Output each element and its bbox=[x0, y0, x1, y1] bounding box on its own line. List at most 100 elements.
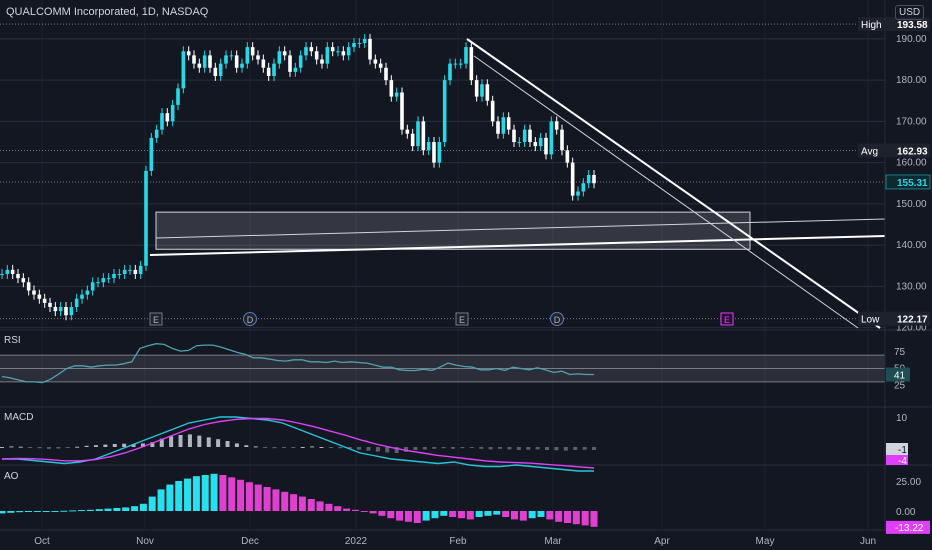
price-tick-label: 190.00 bbox=[896, 34, 927, 45]
ao-bar bbox=[343, 508, 351, 511]
currency-badge[interactable]: USD bbox=[895, 5, 925, 20]
candle bbox=[341, 51, 346, 56]
ao-bar bbox=[466, 511, 474, 520]
macd-histogram-bar bbox=[592, 447, 596, 450]
macd-histogram-bar bbox=[516, 447, 521, 450]
macd-histogram-bar bbox=[413, 447, 418, 450]
macd-histogram-bar bbox=[0, 447, 4, 448]
candle bbox=[21, 278, 26, 283]
ao-bar bbox=[502, 511, 510, 517]
ao-bar bbox=[166, 484, 174, 511]
ao-label[interactable]: AO bbox=[4, 471, 19, 482]
ao-bar bbox=[334, 506, 342, 511]
candle bbox=[64, 307, 68, 316]
ao-tick-label: 25.00 bbox=[896, 477, 921, 488]
time-tick-label: Oct bbox=[34, 536, 50, 547]
macd-histogram-bar bbox=[131, 444, 136, 447]
candle bbox=[90, 282, 95, 291]
macd-histogram-bar bbox=[404, 447, 409, 452]
ao-bar bbox=[325, 503, 333, 511]
candle bbox=[96, 282, 100, 284]
candle bbox=[538, 137, 543, 147]
trendlines[interactable] bbox=[149, 38, 886, 329]
ao-bar bbox=[493, 511, 501, 515]
macd-histogram-bar bbox=[150, 442, 155, 447]
ao-bar bbox=[95, 509, 103, 511]
candle bbox=[400, 92, 404, 130]
ao-bar bbox=[281, 491, 289, 511]
event-marker-label: D bbox=[554, 315, 561, 325]
candle bbox=[256, 55, 260, 60]
candle bbox=[48, 302, 52, 307]
signal-line bbox=[1, 417, 595, 469]
candle bbox=[192, 55, 196, 64]
ao-bar bbox=[440, 511, 448, 516]
ao-bar bbox=[290, 494, 298, 511]
ao-bar bbox=[298, 496, 306, 511]
time-tick-label: Mar bbox=[544, 536, 562, 547]
ao-bar bbox=[51, 511, 59, 512]
candle bbox=[16, 274, 20, 279]
price-tag-label: High bbox=[861, 20, 882, 31]
candle bbox=[330, 47, 335, 52]
candle bbox=[202, 55, 207, 68]
candle bbox=[250, 47, 255, 56]
macd-histogram-bar bbox=[206, 437, 211, 447]
candle bbox=[213, 67, 218, 76]
candle bbox=[432, 142, 436, 163]
price-tag-bg bbox=[886, 311, 930, 326]
candle bbox=[416, 121, 420, 147]
candle bbox=[325, 47, 330, 64]
candle bbox=[560, 129, 564, 151]
candle bbox=[170, 104, 175, 122]
candle bbox=[288, 55, 292, 72]
symbol-title[interactable]: QUALCOMM Incorporated, 1D, NASDAQ bbox=[6, 6, 209, 18]
candle bbox=[165, 113, 170, 122]
candle bbox=[0, 274, 4, 275]
ao-bar bbox=[528, 511, 536, 519]
dividend-marker bbox=[243, 312, 257, 326]
ao-bar bbox=[237, 479, 245, 511]
ao-bar bbox=[42, 511, 50, 512]
time-tick-label: Apr bbox=[654, 536, 670, 547]
earnings-marker bbox=[720, 312, 734, 326]
macd-value-tag bbox=[886, 443, 908, 455]
ao-bar bbox=[139, 503, 147, 511]
ao-bar bbox=[484, 511, 492, 516]
macd-histogram-bar bbox=[18, 446, 23, 448]
rsi-label[interactable]: RSI bbox=[4, 335, 21, 346]
ao-bar bbox=[33, 511, 41, 512]
candle bbox=[122, 269, 127, 274]
ao-bar bbox=[131, 506, 139, 511]
ao-bar bbox=[104, 508, 112, 511]
ao-bar bbox=[413, 511, 421, 523]
price-tag-label: Avg bbox=[861, 147, 878, 158]
candle bbox=[26, 282, 31, 291]
candle bbox=[469, 47, 474, 81]
candle bbox=[229, 55, 234, 57]
ao-bar bbox=[307, 499, 315, 511]
macd-label[interactable]: MACD bbox=[4, 412, 34, 423]
macd-histogram-bar bbox=[310, 446, 315, 448]
macd-histogram-bar bbox=[281, 447, 286, 448]
macd-histogram-bar bbox=[451, 447, 456, 449]
candle bbox=[53, 307, 58, 312]
event-marker-label: E bbox=[459, 315, 465, 325]
candle bbox=[80, 294, 84, 299]
candle bbox=[581, 183, 586, 192]
ao-bar bbox=[86, 509, 94, 511]
macd-histogram-bar bbox=[563, 447, 568, 451]
axes: 190.00 180.00 170.00 160.00 150.00 140.00 130.… bbox=[34, 0, 931, 547]
candle bbox=[405, 129, 410, 134]
candle bbox=[528, 129, 532, 142]
candle bbox=[32, 290, 36, 295]
ao-bar bbox=[184, 478, 192, 511]
price-tag-bg bbox=[886, 143, 930, 158]
candle bbox=[480, 84, 484, 97]
candle bbox=[426, 142, 431, 151]
candle bbox=[448, 63, 452, 81]
price-tag-label-bg bbox=[858, 311, 885, 326]
candle bbox=[176, 88, 180, 105]
